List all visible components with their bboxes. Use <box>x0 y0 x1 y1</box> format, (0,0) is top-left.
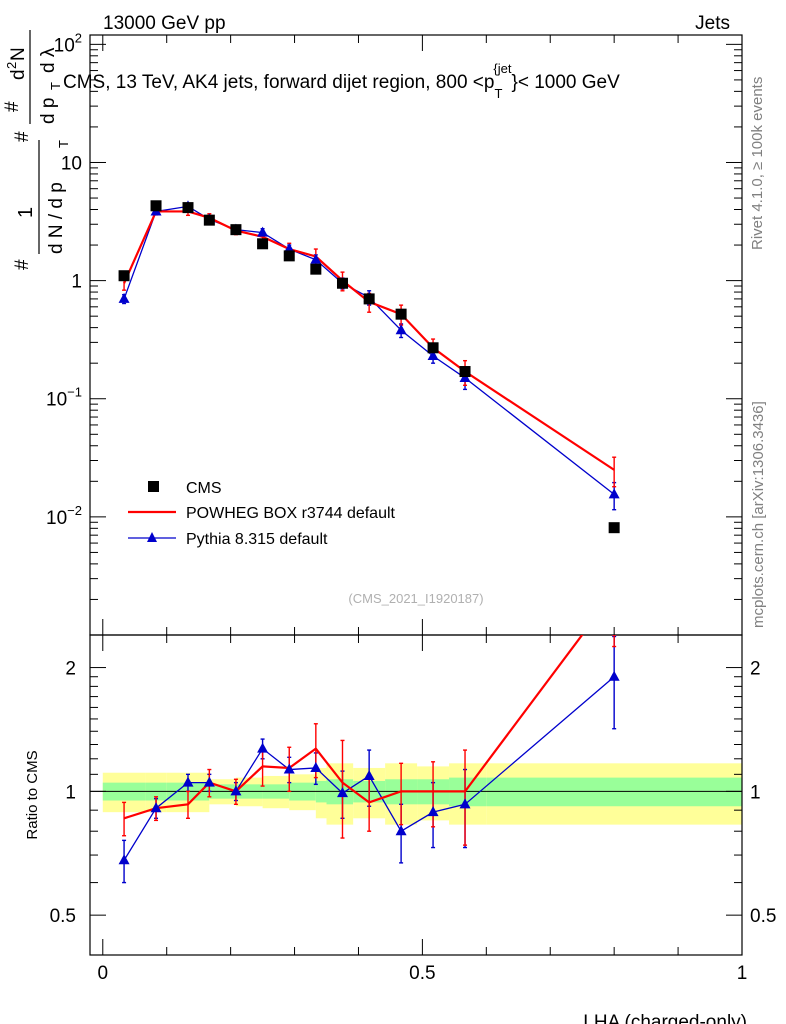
ratio-pythia-point <box>363 769 375 780</box>
legend-cms-marker <box>148 481 159 492</box>
cms-point <box>363 293 375 305</box>
analysis-watermark: (CMS_2021_I1920187) <box>348 591 483 606</box>
cms-point <box>427 342 439 354</box>
ratio-y-tick-label-right: 2 <box>750 659 761 680</box>
ratio-series <box>118 635 620 884</box>
y-tick-label: 10−2 <box>46 503 82 529</box>
ratio-frame <box>89 634 743 956</box>
y-tick-label: 10−1 <box>46 385 82 411</box>
pythia-point <box>118 292 130 303</box>
legend-pythia-marker <box>147 532 157 542</box>
ratio-y-label: Ratio to CMS <box>24 750 41 839</box>
ratio-pythia-point <box>283 763 295 774</box>
rivet-label: Rivet 4.1.0, ≥ 100k events <box>749 77 766 250</box>
ratio-pythia-point <box>182 776 194 787</box>
cms-point <box>283 250 295 262</box>
chart-title-main: CMS, 13 TeV, AK4 jets, forward dijet reg… <box>63 72 494 93</box>
y-label-two: 2 <box>4 62 19 69</box>
y-label-d2n-d: d <box>8 69 29 80</box>
powheg-line <box>123 210 615 471</box>
ratio-y-tick-label-right: 1 <box>750 782 761 803</box>
ratio-pythia-point <box>336 787 348 798</box>
chart-title-sup: {jet <box>493 61 511 76</box>
cms-point <box>459 366 471 378</box>
y-tick-label: 102 <box>54 30 82 56</box>
y-label-dpt: d p <box>38 98 59 124</box>
y-label-dn-dpt: d N / d p <box>46 182 67 254</box>
y-label-one: 1 <box>15 207 37 218</box>
ratio-powheg-line <box>123 635 584 820</box>
cms-point <box>203 214 215 226</box>
header-right: Jets <box>695 13 730 34</box>
ratio-pythia-point <box>310 761 322 772</box>
ratio-pythia-point <box>150 802 162 813</box>
ratio-pythia-point <box>203 776 215 787</box>
ratio-y-tick-label-right: 0.5 <box>750 906 776 927</box>
ratio-pythia-point <box>257 742 269 753</box>
chart-title-tail: }< 1000 GeV <box>511 72 620 93</box>
y-label-hash1: # <box>12 259 33 270</box>
ratio-pythia-point <box>427 806 439 817</box>
x-tick-label: 0.5 <box>409 963 435 984</box>
ratio-pythia-point <box>608 670 620 681</box>
cms-point <box>395 308 407 320</box>
ratio-pythia-point <box>230 785 242 796</box>
y-label-t1: T <box>56 140 71 148</box>
legend-powheg-label: POWHEG BOX r3744 default <box>186 505 396 522</box>
ratio-y-tick-label: 0.5 <box>50 906 76 927</box>
legend-cms-label: CMS <box>186 480 222 497</box>
chart-title-sub: T <box>494 86 502 101</box>
cms-point <box>182 202 194 214</box>
y-tick-label: 1 <box>71 272 82 293</box>
y-label-hash2: # <box>12 131 33 142</box>
ratio-panel: 0 0.5 1 0.5 0.5 1 1 2 2 <box>50 634 776 984</box>
pythia-point <box>427 350 439 361</box>
pythia-point <box>310 253 322 264</box>
cms-point <box>257 238 269 250</box>
y-label-dl: d λ <box>38 47 59 73</box>
x-tick-label: 1 <box>737 963 748 984</box>
ratio-pythia-line <box>123 676 615 861</box>
ratio-pythia-point <box>118 854 130 865</box>
mcplots-label: mcplots.cern.ch [arXiv:1306.3436] <box>750 401 767 628</box>
y-label-hash3: # <box>2 101 23 112</box>
legend: CMS POWHEG BOX r3744 default Pythia 8.31… <box>128 480 396 548</box>
y-label-n: N <box>8 47 29 61</box>
ratio-y-tick-label: 1 <box>65 782 76 803</box>
chart-title: CMS, 13 TeV, AK4 jets, forward dijet reg… <box>63 61 620 101</box>
cms-point <box>230 224 242 236</box>
ratio-pythia-point <box>395 825 407 836</box>
pythia-point <box>608 488 620 499</box>
pythia-point <box>257 226 269 237</box>
cms-point <box>336 277 348 289</box>
cms-point <box>150 200 162 212</box>
header-left: 13000 GeV pp <box>103 13 226 34</box>
main-y-label: # 1 d N / d p T # # d 2 N d p T d λ <box>2 30 71 270</box>
main-panel: 10−2 10−1 1 10 102 <box>46 30 743 636</box>
cms-point <box>310 263 322 275</box>
pythia-point <box>395 324 407 335</box>
x-tick-label: 0 <box>97 963 108 984</box>
ratio-y-tick-label: 2 <box>65 659 76 680</box>
y-label-t2: T <box>48 82 63 90</box>
pythia-line <box>123 205 615 495</box>
cms-point <box>608 522 620 534</box>
ratio-pythia-point <box>459 798 471 809</box>
cms-point <box>118 270 130 282</box>
band-inner <box>486 777 742 807</box>
x-axis-label: LHA (charged-only) <box>583 1012 747 1024</box>
legend-pythia-label: Pythia 8.315 default <box>186 531 328 548</box>
y-tick-label: 10 <box>61 153 82 174</box>
